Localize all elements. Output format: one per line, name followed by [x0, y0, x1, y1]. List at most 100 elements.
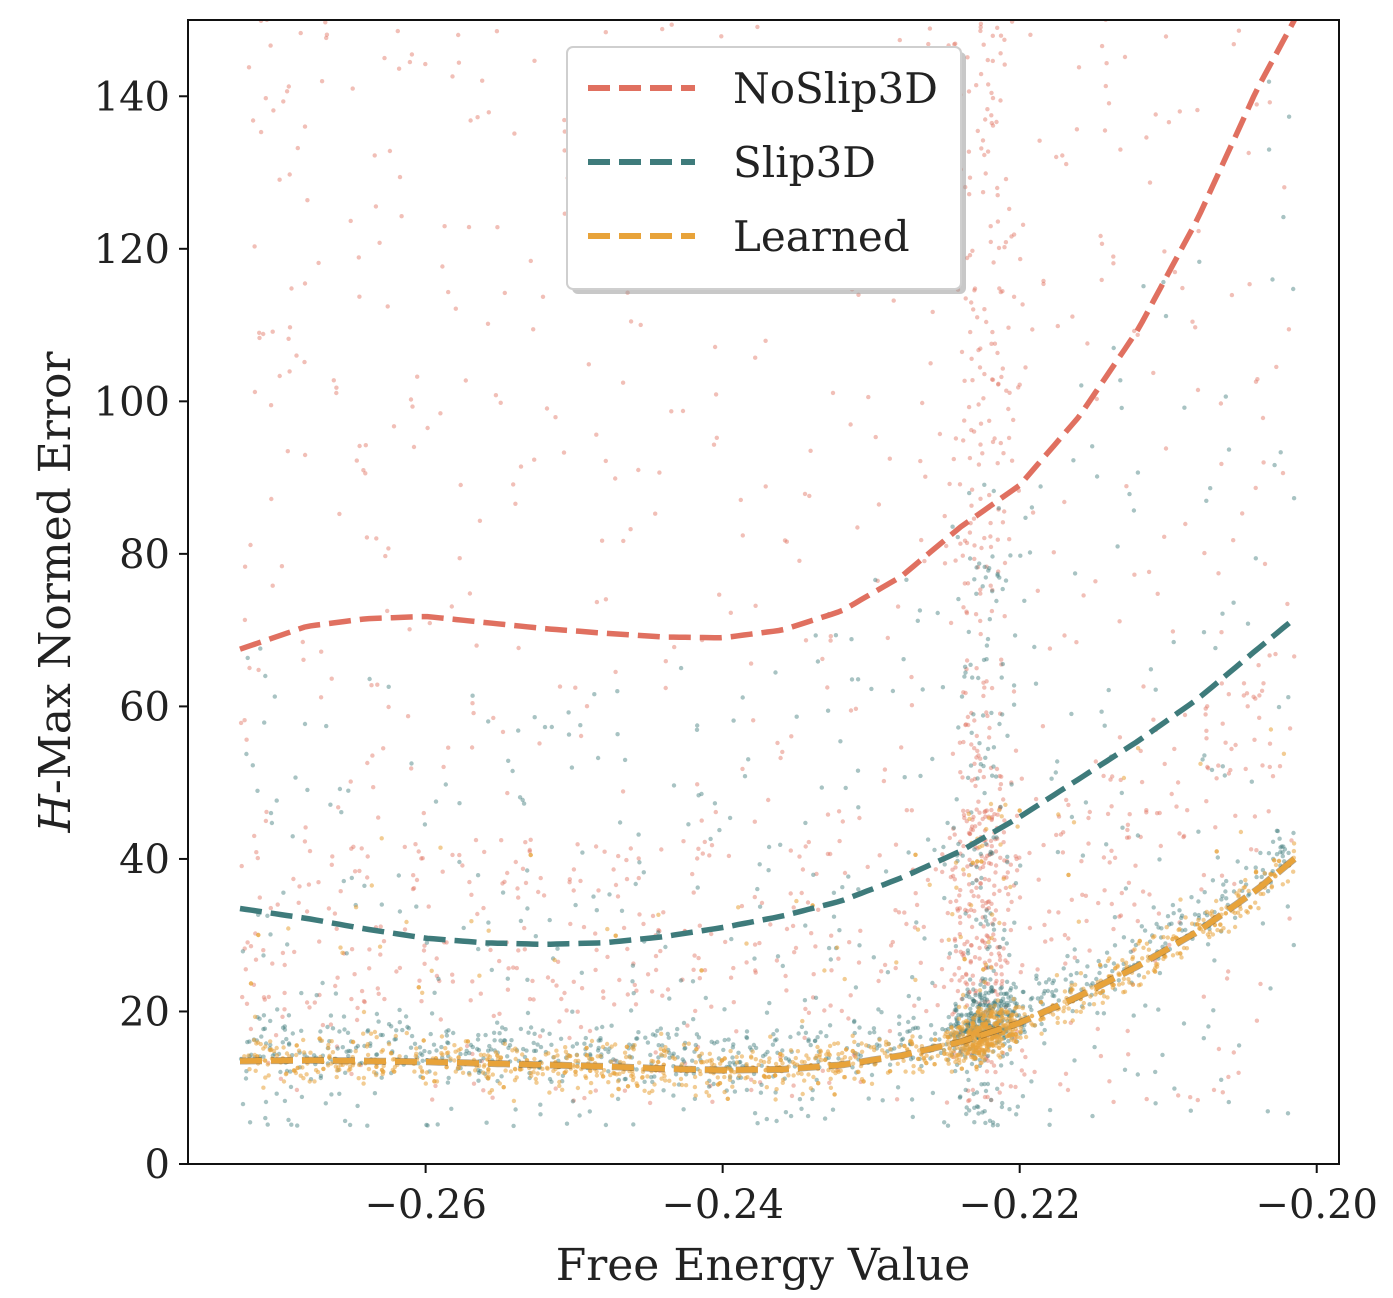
- learned-point: [1244, 909, 1249, 914]
- noslip3d-point: [1008, 927, 1014, 933]
- slip3d-point: [1084, 981, 1090, 987]
- slip3d-point: [653, 1033, 658, 1038]
- learned-point: [963, 1051, 969, 1057]
- noslip3d-point: [653, 1050, 658, 1055]
- learned-point: [992, 1003, 997, 1008]
- noslip3d-point: [1231, 538, 1236, 543]
- noslip3d-point: [1125, 822, 1131, 827]
- slip3d-point: [928, 1022, 934, 1028]
- slip3d-point: [990, 851, 995, 856]
- learned-point: [1116, 972, 1122, 977]
- noslip3d-point: [964, 3, 968, 7]
- learned-point: [827, 1043, 833, 1049]
- learned-point: [534, 1080, 539, 1085]
- slip3d-point: [985, 636, 991, 642]
- noslip3d-point: [974, 755, 979, 760]
- slip3d-point: [443, 782, 448, 787]
- noslip3d-point: [1289, 838, 1294, 843]
- learned-point: [1141, 975, 1147, 980]
- noslip3d-point: [302, 281, 308, 286]
- noslip3d-point: [836, 956, 841, 961]
- learned-point: [503, 1068, 508, 1073]
- learned-point: [1121, 775, 1127, 781]
- noslip3d-point: [1003, 958, 1008, 963]
- learned-point: [903, 1069, 908, 1074]
- noslip3d-point: [590, 2, 594, 6]
- noslip3d-point: [1014, 813, 1020, 818]
- learned-point: [1130, 982, 1136, 987]
- noslip3d-point: [364, 535, 370, 540]
- slip3d-point: [337, 1029, 342, 1034]
- noslip3d-point: [1023, 1054, 1028, 1060]
- noslip3d-point: [972, 998, 977, 1004]
- noslip3d-point: [1214, 776, 1219, 781]
- noslip3d-point: [995, 945, 1000, 950]
- noslip3d-point: [1003, 1004, 1009, 1009]
- noslip3d-point: [995, 219, 1001, 224]
- slip3d-point: [305, 787, 310, 793]
- slip3d-point: [574, 1041, 580, 1046]
- noslip3d-point: [967, 530, 973, 535]
- slip3d-point: [1102, 723, 1107, 728]
- slip3d-point: [367, 676, 372, 682]
- noslip3d-point: [355, 1005, 360, 1011]
- slip3d-point: [594, 1026, 599, 1031]
- noslip3d-point: [992, 917, 997, 922]
- noslip3d-point: [830, 390, 836, 396]
- slip3d-point: [1179, 913, 1185, 918]
- noslip3d-point: [453, 306, 458, 311]
- noslip3d-point: [789, 734, 794, 739]
- noslip3d-point: [996, 382, 1001, 387]
- noslip3d-point: [982, 685, 987, 690]
- slip3d-point: [386, 1021, 392, 1027]
- slip3d-point: [487, 1043, 492, 1049]
- noslip3d-point: [1002, 921, 1007, 927]
- slip3d-point: [997, 721, 1002, 727]
- noslip3d-point: [986, 877, 992, 883]
- slip3d-point: [513, 1107, 518, 1112]
- learned-point: [764, 1085, 769, 1090]
- noslip3d-point: [932, 983, 938, 989]
- noslip3d-point: [964, 14, 968, 18]
- noslip3d-point: [427, 620, 432, 626]
- noslip3d-point: [1104, 61, 1109, 66]
- noslip3d-point: [1156, 911, 1162, 916]
- noslip3d-point: [997, 957, 1003, 963]
- noslip3d-point: [660, 993, 665, 998]
- slip3d-point: [758, 1090, 764, 1095]
- learned-point: [966, 873, 972, 878]
- slip3d-point: [1280, 850, 1285, 855]
- y-tick-label: 20: [119, 989, 170, 1035]
- slip3d-point: [1178, 921, 1183, 926]
- noslip3d-point: [993, 1069, 998, 1075]
- slip3d-point: [997, 575, 1002, 580]
- slip3d-point: [280, 1025, 286, 1030]
- learned-point: [986, 815, 992, 821]
- noslip3d-point: [1102, 888, 1107, 893]
- learned-point: [989, 935, 994, 941]
- noslip3d-point: [1127, 812, 1132, 817]
- noslip3d-point: [961, 808, 966, 813]
- slip3d-point: [977, 741, 982, 746]
- learned-point: [864, 1043, 869, 1048]
- learned-point: [766, 1074, 772, 1080]
- learned-point: [1081, 1000, 1087, 1006]
- slip3d-point: [871, 1026, 877, 1031]
- noslip3d-point: [914, 902, 920, 908]
- noslip3d-point: [540, 294, 546, 299]
- noslip3d-point: [895, 604, 901, 609]
- slip3d-point: [510, 768, 515, 774]
- fit-lines-layer: [239, 20, 1297, 1074]
- slip3d-point: [365, 1123, 370, 1128]
- noslip3d-point: [969, 710, 974, 716]
- slip3d-point: [671, 1051, 676, 1056]
- slip3d-point: [836, 1056, 841, 1061]
- noslip3d-point: [482, 849, 487, 855]
- learned-point: [973, 1013, 978, 1019]
- learned-point: [469, 919, 474, 924]
- noslip3d-point: [836, 809, 842, 814]
- noslip3d-point: [876, 502, 882, 507]
- noslip3d-point: [357, 868, 362, 874]
- noslip3d-point: [995, 350, 1000, 356]
- slip3d-point: [570, 1099, 576, 1104]
